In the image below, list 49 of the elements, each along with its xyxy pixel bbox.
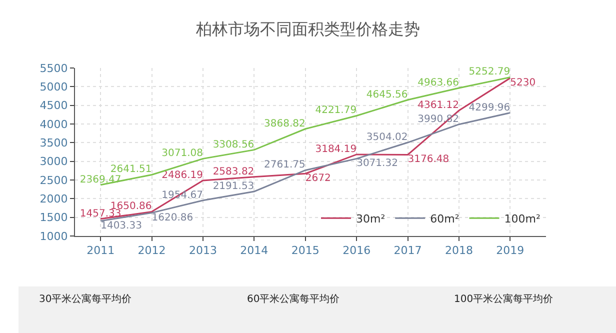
x-tick-label: 2013: [188, 244, 217, 258]
legend-label: 60m²: [430, 212, 460, 226]
data-label: 2641.51: [110, 164, 152, 176]
y-tick-label: 2000: [40, 192, 68, 206]
data-label: 3868.82: [264, 118, 306, 130]
x-tick-label: 2018: [444, 244, 473, 258]
data-label: 2672: [305, 173, 331, 184]
data-label: 2191.53: [212, 181, 254, 192]
y-tick-label: 1500: [40, 211, 68, 224]
data-label: 2583.82: [212, 166, 254, 178]
x-tick-label: 2012: [138, 244, 166, 258]
data-label: 3184.19: [315, 144, 357, 155]
chart-title: 柏林市场不同面积类型价格走势: [195, 20, 420, 39]
y-tick-label: 1000: [40, 230, 68, 243]
data-label: 4221.79: [315, 105, 357, 116]
y-tick-label: 5000: [40, 80, 68, 94]
data-label: 3308.56: [212, 139, 254, 150]
x-tick-label: 2016: [342, 244, 371, 258]
data-label: 2486.19: [162, 170, 203, 182]
x-tick-label: 2011: [86, 244, 115, 258]
y-tick-label: 2500: [40, 174, 68, 187]
data-label: 3071.32: [356, 158, 398, 170]
data-label: 3176.48: [408, 154, 450, 166]
text: 100平米公寓每平均价: [454, 293, 554, 305]
y-tick-label: 4500: [40, 99, 68, 112]
y-tick-label: 3000: [40, 155, 68, 168]
data-label: 4963.66: [418, 78, 459, 89]
x-tick-label: 2015: [291, 244, 320, 258]
data-label: 3504.02: [366, 132, 408, 144]
y-tick-label: 4000: [40, 118, 68, 131]
data-label: 5230: [510, 78, 536, 89]
y-tick-label: 5500: [40, 62, 68, 75]
data-label: 2761.75: [264, 160, 306, 171]
x-tick-label: 2019: [496, 244, 524, 258]
text: 60平米公寓每平均价: [247, 293, 340, 305]
legend-label: 100m²: [504, 212, 540, 226]
data-label: 3071.08: [162, 148, 203, 160]
data-label: 1403.33: [100, 220, 142, 232]
y-tick-label: 3500: [40, 136, 68, 150]
x-tick-label: 2017: [394, 244, 422, 258]
legend-label: 30m²: [356, 212, 386, 226]
text: 30平米公寓每平均价: [39, 293, 132, 305]
data-label: 2369.47: [80, 174, 122, 186]
x-tick-label: 2014: [240, 244, 268, 258]
data-label: 4361.12: [418, 100, 459, 112]
data-label: 4645.56: [366, 89, 408, 100]
data-label: 4299.96: [468, 102, 510, 114]
data-label: 1620.86: [152, 212, 194, 224]
data-label: 5252.79: [468, 66, 510, 78]
